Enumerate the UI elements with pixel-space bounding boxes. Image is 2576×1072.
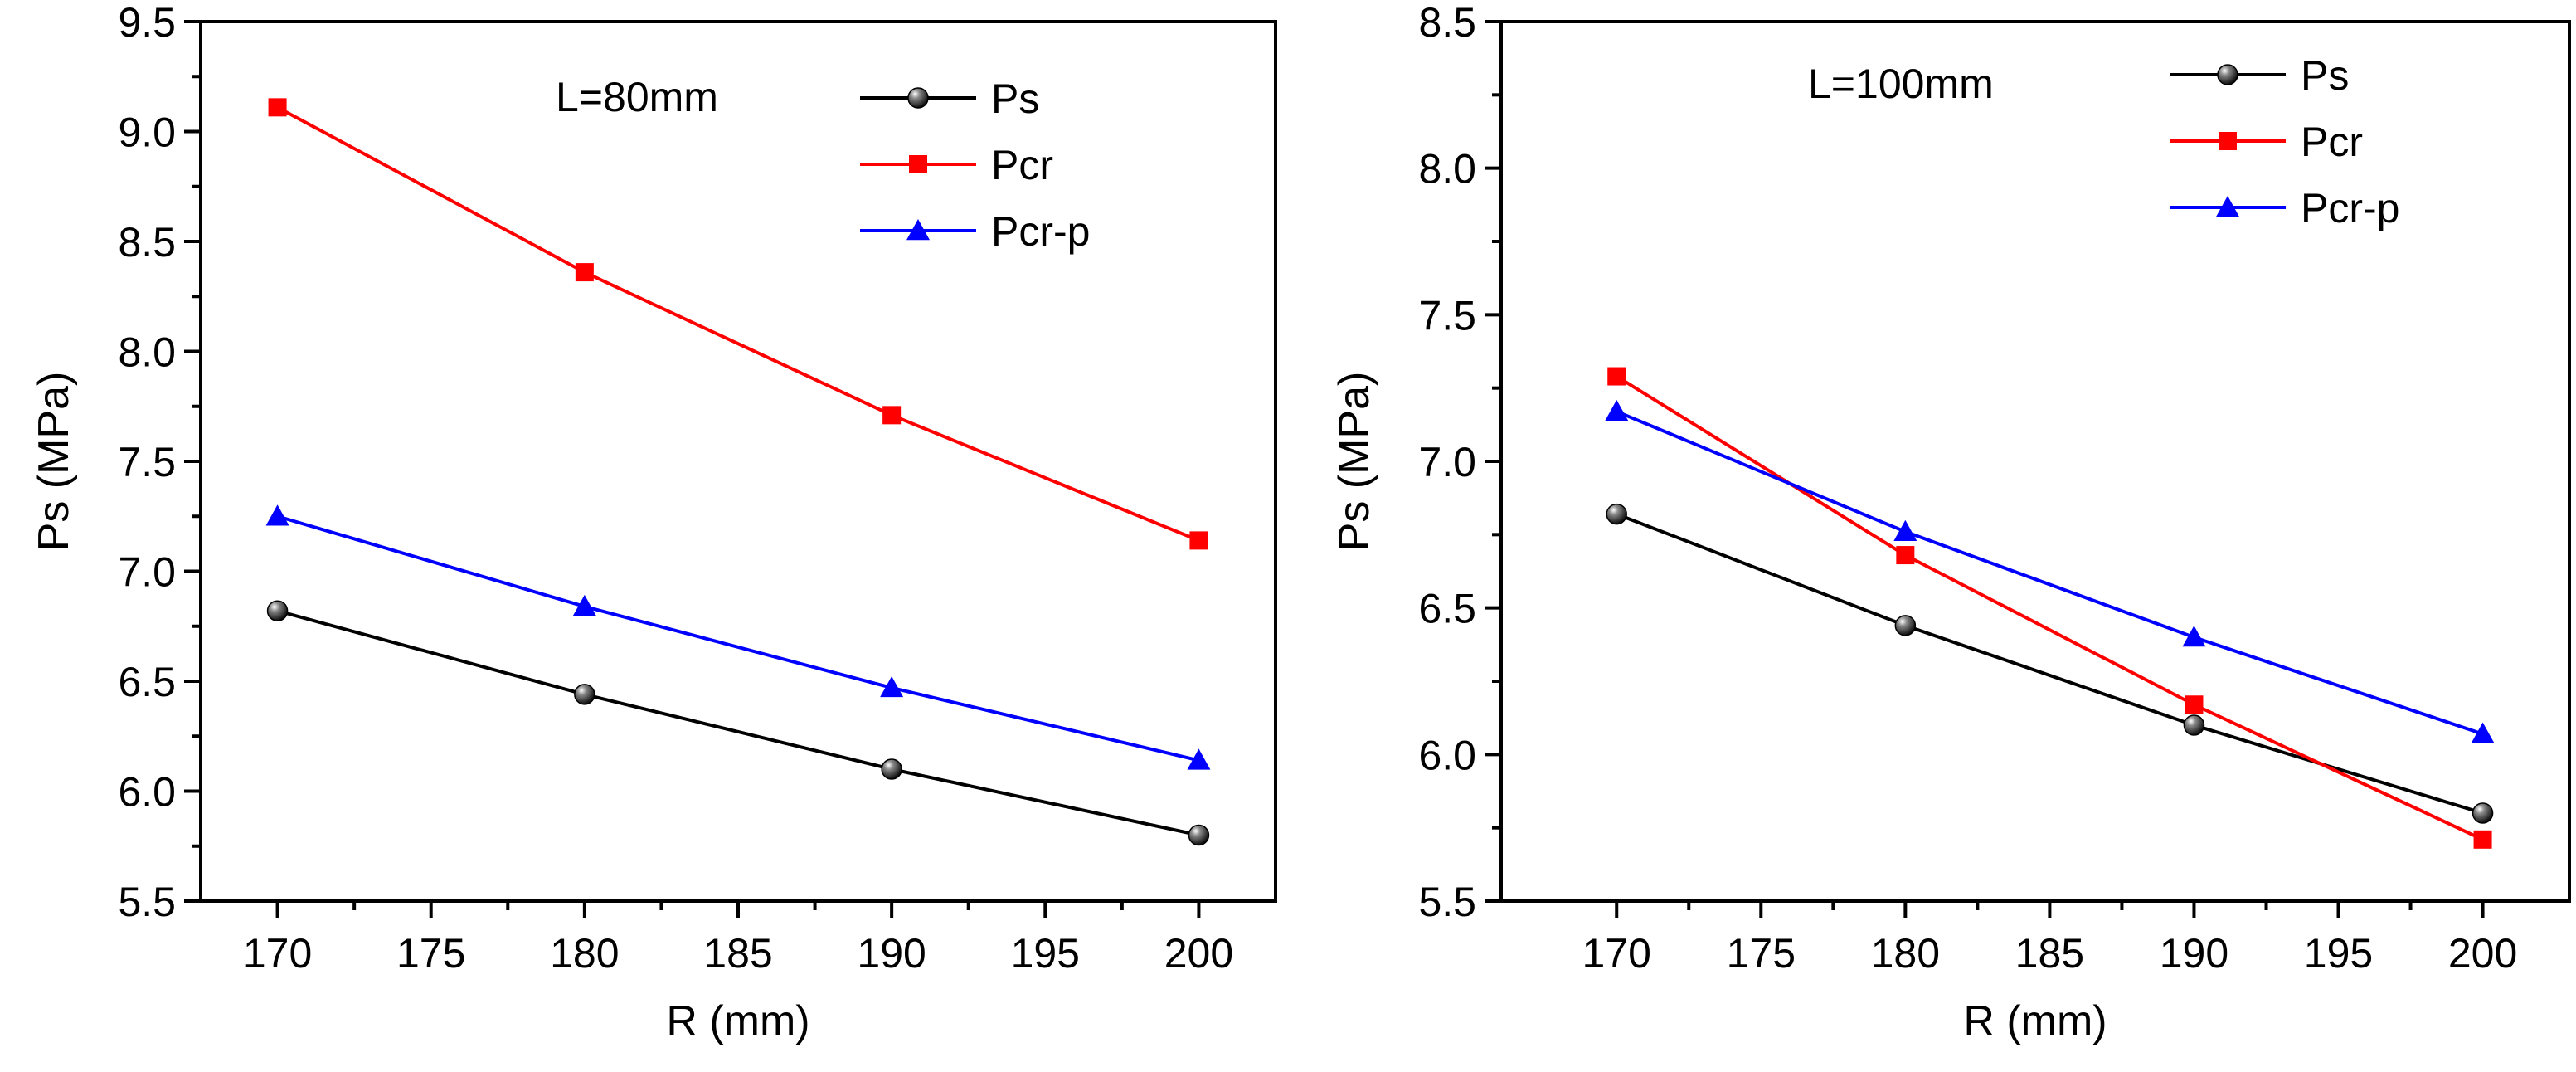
y-tick-label: 7.0 xyxy=(1418,439,1476,485)
data-point-pcr-p xyxy=(265,504,289,526)
panel-annotation: L=100mm xyxy=(1808,61,1994,107)
y-tick-label: 9.5 xyxy=(118,0,176,46)
x-axis-title: R (mm) xyxy=(1963,997,2107,1045)
legend-marker xyxy=(909,155,927,173)
panel-annotation: L=80mm xyxy=(556,74,718,120)
x-tick-label: 190 xyxy=(2160,930,2228,977)
data-point-pcr xyxy=(2185,695,2204,714)
x-tick-labels: 170 175 180 185 190 195 200 xyxy=(243,930,1233,977)
y-tick-label: 7.0 xyxy=(118,549,176,596)
data-point-pcr-p xyxy=(572,594,596,616)
tick-marks xyxy=(184,20,1201,918)
x-tick-label: 200 xyxy=(2448,930,2517,977)
x-tick-label: 195 xyxy=(2304,930,2373,977)
data-point-pcr xyxy=(1189,531,1208,550)
y-tick-label: 6.5 xyxy=(1418,586,1476,632)
data-point-ps xyxy=(574,684,595,705)
legend-label: Pcr xyxy=(2301,119,2363,165)
x-tick-label: 175 xyxy=(1727,930,1796,977)
x-tick-label: 175 xyxy=(396,930,465,977)
data-point-pcr xyxy=(1607,367,1626,386)
chart-panel-right: 170 175 180 185 190 195 200 5.5 6.0 6.5 7.0 7.5 8.0… xyxy=(1330,0,2571,1045)
legend-marker xyxy=(2219,132,2237,150)
y-tick-labels: 5.5 6.0 6.5 7.0 7.5 8.0 8.5 xyxy=(1418,0,1476,925)
data-point-pcr xyxy=(882,406,902,425)
legend-label: Pcr-p xyxy=(991,208,1090,255)
data-point-ps xyxy=(1606,503,1627,525)
data-point-pcr-p xyxy=(2182,626,2206,647)
data-point-pcr-p xyxy=(1893,519,1917,541)
data-point-ps xyxy=(2472,802,2494,824)
data-point-pcr-p xyxy=(1187,748,1211,770)
y-axis-title: Ps (MPa) xyxy=(1330,372,1378,552)
series-layer xyxy=(1605,367,2495,849)
legend-marker xyxy=(2216,196,2239,217)
y-tick-label: 6.0 xyxy=(1418,732,1476,778)
chart-panel-left: 170 175 180 185 190 195 200 5.5 6.0 6.5 7.0 7.5 8.0… xyxy=(30,0,1277,1045)
series-line-ps xyxy=(277,609,1199,837)
data-point-ps xyxy=(2183,714,2205,736)
x-tick-label: 200 xyxy=(1164,930,1233,977)
data-point-pcr xyxy=(575,263,594,282)
y-tick-label: 8.5 xyxy=(118,219,176,266)
y-tick-label: 6.0 xyxy=(118,769,176,816)
series-layer xyxy=(265,98,1211,846)
x-axis-title: R (mm) xyxy=(666,997,809,1045)
y-tick-label: 5.5 xyxy=(1418,879,1476,925)
data-point-pcr xyxy=(268,98,287,117)
y-tick-label: 8.0 xyxy=(118,329,176,376)
series-line-pcr xyxy=(1616,374,2484,841)
x-tick-label: 185 xyxy=(2015,930,2084,977)
x-tick-label: 185 xyxy=(703,930,772,977)
legend-label: Pcr-p xyxy=(2301,185,2399,231)
x-tick-labels: 170 175 180 185 190 195 200 xyxy=(1582,930,2518,977)
y-tick-label: 7.5 xyxy=(118,439,176,485)
data-point-pcr-p xyxy=(880,675,904,698)
legend-marker xyxy=(2217,64,2238,85)
data-point-ps xyxy=(266,600,289,621)
series-line-pcr-p xyxy=(1616,410,2484,736)
y-tick-label: 6.5 xyxy=(118,659,176,705)
legend-label: Pcr xyxy=(991,142,1053,188)
data-point-ps xyxy=(881,758,902,780)
data-point-ps xyxy=(1894,615,1917,636)
legend-marker xyxy=(906,219,930,241)
x-tick-label: 190 xyxy=(857,930,926,977)
plot-frame xyxy=(1499,20,2571,903)
legend-label: Ps xyxy=(2301,52,2349,99)
tick-marks xyxy=(1485,20,2485,918)
x-tick-label: 180 xyxy=(550,930,619,977)
y-axis-title: Ps (MPa) xyxy=(30,372,78,552)
legend-label: Ps xyxy=(991,76,1039,122)
x-tick-label: 180 xyxy=(1871,930,1940,977)
y-tick-label: 7.5 xyxy=(1418,292,1476,339)
data-point-pcr-p xyxy=(2471,722,2495,743)
x-tick-label: 170 xyxy=(1582,930,1651,977)
y-tick-label: 8.5 xyxy=(1418,0,1476,46)
series-line-ps xyxy=(1616,512,2484,815)
legend: Ps Pcr Pcr-p xyxy=(860,76,1090,255)
legend: Ps Pcr Pcr-p xyxy=(2170,52,2399,231)
data-point-ps xyxy=(1188,824,1210,846)
series-line-pcr xyxy=(276,105,1200,543)
series-line-pcr-p xyxy=(277,514,1199,763)
x-tick-label: 195 xyxy=(1011,930,1080,977)
legend-marker xyxy=(907,87,929,109)
data-point-pcr xyxy=(1896,546,1915,565)
y-tick-labels: 5.5 6.0 6.5 7.0 7.5 8.0 8.5 9.0 9.5 xyxy=(118,0,176,925)
y-tick-label: 5.5 xyxy=(118,879,176,925)
data-point-pcr xyxy=(2473,830,2492,849)
data-point-pcr-p xyxy=(1605,399,1629,421)
y-tick-label: 9.0 xyxy=(118,110,176,156)
x-tick-label: 170 xyxy=(243,930,312,977)
y-tick-label: 8.0 xyxy=(1418,146,1476,192)
